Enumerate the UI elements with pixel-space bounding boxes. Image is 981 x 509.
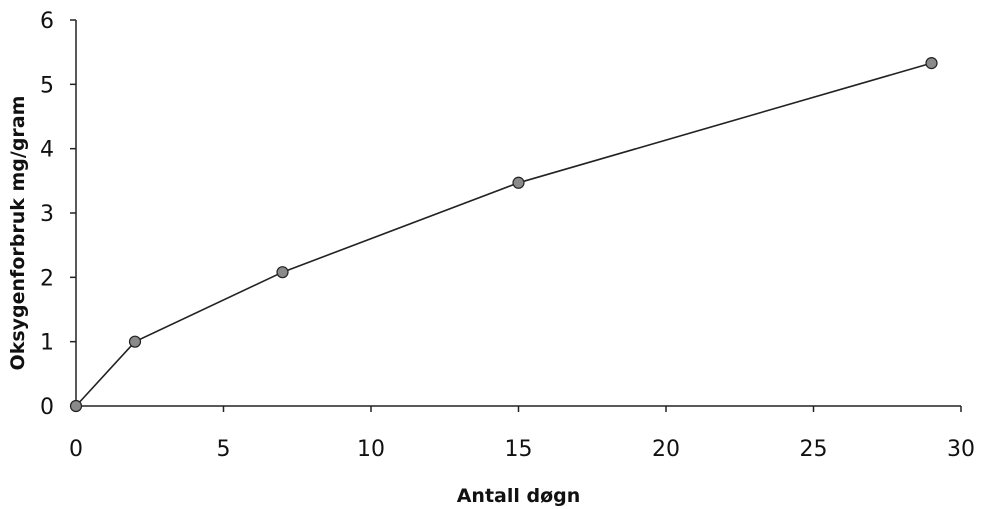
x-axis: 0 5 10 15 20 25 30 — [69, 405, 975, 462]
y-tick-label: 6 — [40, 9, 54, 34]
x-tick-label: 0 — [69, 437, 83, 462]
y-tick-label: 5 — [40, 73, 54, 98]
data-point — [925, 57, 938, 70]
x-tick-label: 15 — [505, 437, 533, 462]
data-point — [276, 266, 289, 279]
data-point — [512, 176, 525, 189]
data-point — [128, 335, 142, 348]
x-tick-label: 25 — [800, 437, 828, 462]
x-axis-title: Antall døgn — [457, 485, 581, 507]
x-tick-label: 20 — [652, 437, 680, 462]
data-series — [69, 57, 938, 413]
x-tick-label: 5 — [217, 437, 231, 462]
y-tick-label: 1 — [40, 331, 54, 356]
y-axis: 0 1 2 3 4 5 6 — [40, 9, 77, 420]
y-tick-label: 0 — [40, 395, 54, 420]
data-point — [69, 399, 83, 413]
y-tick-label: 4 — [40, 138, 54, 163]
series-line — [75, 62, 932, 407]
y-tick-label: 3 — [40, 202, 54, 227]
x-tick-label: 10 — [357, 437, 385, 462]
x-tick-label: 30 — [947, 437, 975, 462]
y-tick-label: 2 — [40, 266, 54, 291]
y-axis-title: Oksygenforbruk mg/gram — [7, 96, 29, 371]
